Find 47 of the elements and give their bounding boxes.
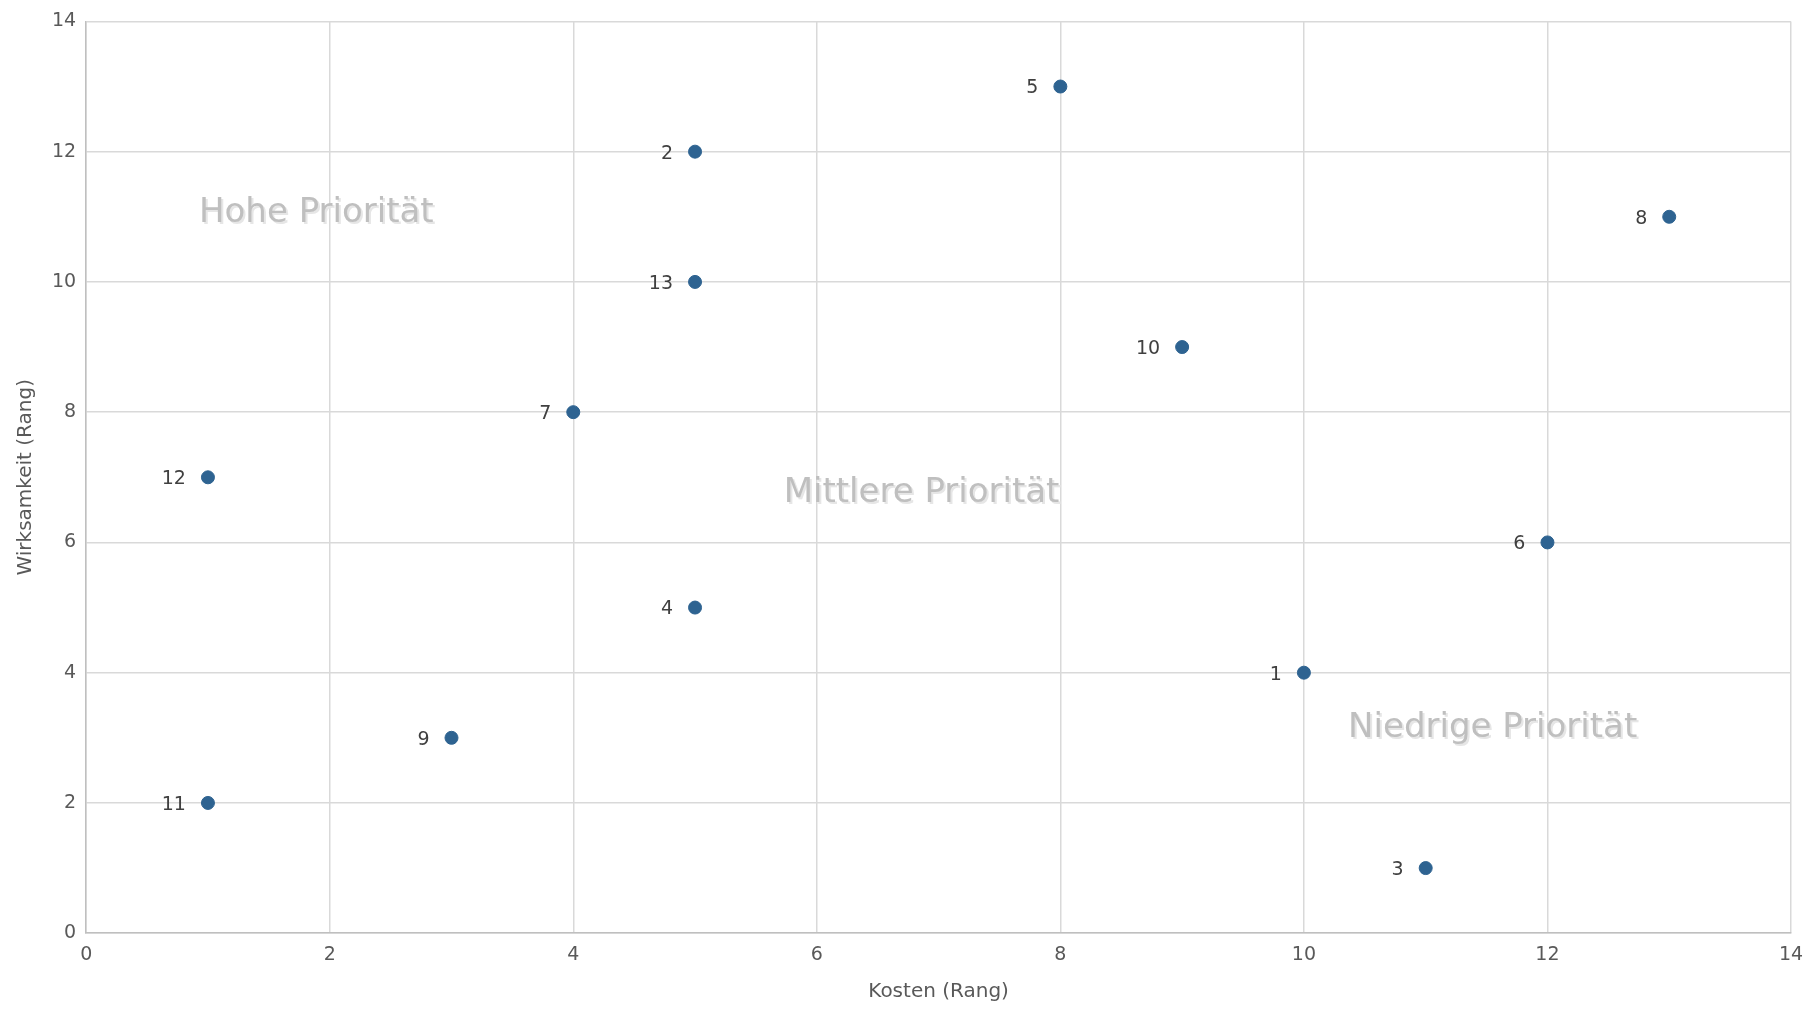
x-tick-label: 6 <box>810 941 823 964</box>
annotation: Mittlere Priorität <box>785 471 1062 512</box>
series-label: 12 <box>161 466 186 489</box>
series-label: 4 <box>660 596 674 619</box>
series-label: 11 <box>161 791 186 814</box>
series-label: 13 <box>648 270 674 293</box>
point <box>200 795 215 810</box>
point <box>1662 209 1677 224</box>
x-tick-label: 0 <box>80 941 93 964</box>
point <box>1296 665 1311 680</box>
point <box>1418 861 1433 876</box>
y-tick-label: 14 <box>51 8 77 31</box>
point <box>200 470 215 485</box>
series-label: 6 <box>1513 531 1526 554</box>
point <box>1175 340 1190 355</box>
y-tick-label: 12 <box>51 138 77 161</box>
x-axis-title: Kosten (Rang) <box>868 978 1009 1003</box>
series-label: 1 <box>1269 661 1282 684</box>
series-label: 10 <box>1135 335 1161 358</box>
y-tick-label: 4 <box>64 659 77 682</box>
y-tick-label: 10 <box>51 268 77 291</box>
x-tick-label: 4 <box>567 941 580 964</box>
series-label: 5 <box>1026 75 1039 98</box>
x-tick-label: 8 <box>1054 941 1067 964</box>
point <box>1053 79 1068 94</box>
y-axis-title: Wirksamkeit (Rang) <box>12 379 37 576</box>
point <box>1540 535 1555 550</box>
y-tick-label: 0 <box>64 920 77 943</box>
series-label: 2 <box>660 140 674 163</box>
point <box>688 144 703 159</box>
y-tick-label: 2 <box>64 789 77 812</box>
y-tick-label: 8 <box>64 399 77 422</box>
series-label: 9 <box>417 726 430 749</box>
x-tick-label: 14 <box>1778 941 1804 964</box>
point <box>444 730 459 745</box>
series-label: 7 <box>539 401 552 424</box>
x-tick-label: 10 <box>1291 941 1316 964</box>
annotation: Hohe Priorität <box>200 191 436 232</box>
y-tick-label: 6 <box>64 529 77 552</box>
x-tick-label: 12 <box>1535 941 1560 964</box>
point <box>688 274 703 289</box>
point <box>566 405 581 420</box>
annotation: Niedrige Priorität <box>1350 706 1640 747</box>
series-label: 3 <box>1391 857 1404 880</box>
x-tick-label: 2 <box>323 941 336 964</box>
series-label: 8 <box>1635 205 1648 228</box>
point <box>688 600 703 615</box>
